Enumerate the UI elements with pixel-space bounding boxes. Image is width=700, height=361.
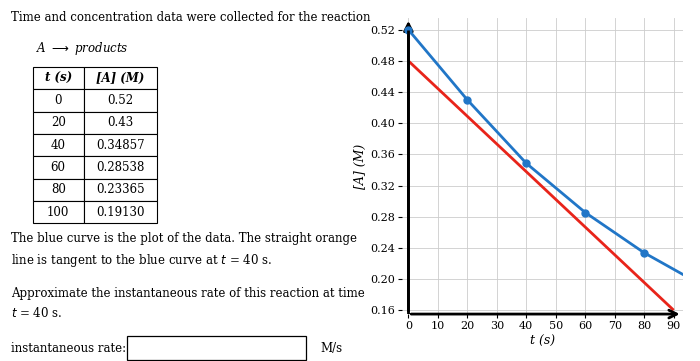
Y-axis label: [A] (M): [A] (M) [354, 143, 367, 189]
Bar [84, 112, 157, 134]
Text: line is tangent to the blue curve at $t$ = 40 s.: line is tangent to the blue curve at $t$… [11, 252, 272, 269]
Text: t (s): t (s) [45, 71, 72, 84]
Text: 20: 20 [51, 116, 66, 129]
Text: Time and concentration data were collected for the reaction: Time and concentration data were collect… [11, 11, 370, 24]
Text: 0.28538: 0.28538 [96, 161, 144, 174]
Bar [33, 134, 84, 156]
Text: 80: 80 [51, 183, 66, 196]
Bar [33, 112, 84, 134]
Text: 0.23365: 0.23365 [96, 183, 144, 196]
Text: 0.52: 0.52 [107, 94, 133, 107]
Text: 0.19130: 0.19130 [96, 206, 144, 219]
Bar [33, 67, 84, 89]
Bar [127, 336, 306, 360]
X-axis label: t (s): t (s) [530, 335, 555, 348]
Bar [84, 89, 157, 112]
Text: Approximate the instantaneous rate of this reaction at time: Approximate the instantaneous rate of th… [11, 287, 365, 300]
Bar [84, 201, 157, 223]
Text: 40: 40 [50, 139, 66, 152]
Text: 0: 0 [55, 94, 62, 107]
Bar [84, 67, 157, 89]
Text: instantaneous rate:: instantaneous rate: [11, 342, 126, 355]
Text: [A] (M): [A] (M) [96, 71, 144, 84]
Bar [84, 134, 157, 156]
Bar [33, 89, 84, 112]
Text: 0.43: 0.43 [107, 116, 133, 129]
Bar [33, 201, 84, 223]
Bar [33, 156, 84, 179]
Text: A $\longrightarrow$ products: A $\longrightarrow$ products [36, 40, 129, 57]
Text: M/s: M/s [321, 342, 342, 355]
Text: The blue curve is the plot of the data. The straight orange: The blue curve is the plot of the data. … [11, 232, 357, 245]
Bar [84, 156, 157, 179]
Bar [33, 179, 84, 201]
Text: 100: 100 [47, 206, 69, 219]
Text: 60: 60 [50, 161, 66, 174]
Bar [84, 179, 157, 201]
Text: 0.34857: 0.34857 [96, 139, 144, 152]
Text: $t$ = 40 s.: $t$ = 40 s. [11, 306, 62, 321]
